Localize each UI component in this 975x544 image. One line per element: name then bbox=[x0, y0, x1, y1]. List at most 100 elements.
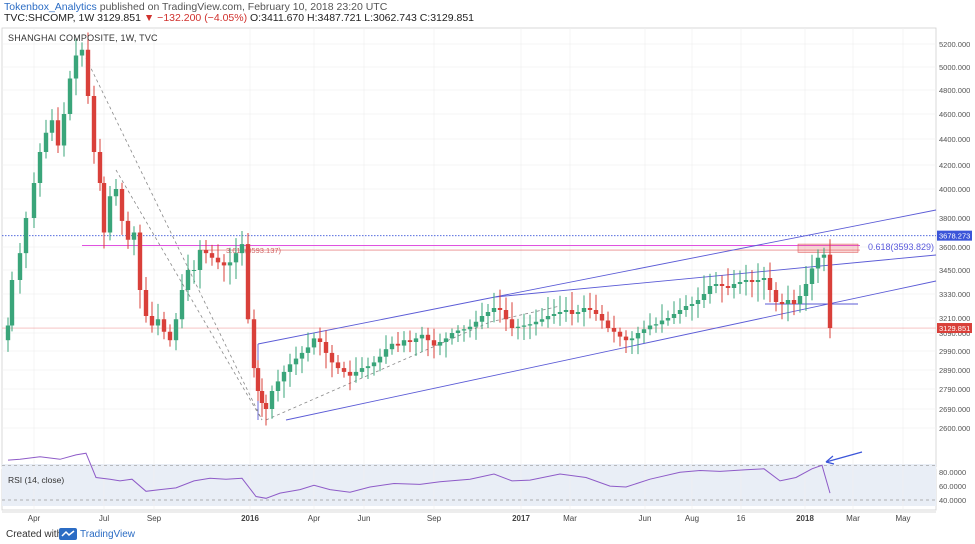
candle-body bbox=[329, 352, 335, 363]
candle-body bbox=[251, 319, 257, 369]
candle-body bbox=[371, 362, 377, 367]
time-axis[interactable]: Apr Jul Sep 2016 Apr Jun Sep 2017 Mar Jun Aug 16 201… bbox=[2, 511, 936, 523]
candle-body bbox=[755, 280, 761, 282]
price-chart[interactable]: 0.618(3593.829)3.618(3593.137) 5200.0005… bbox=[0, 0, 975, 524]
candle-body bbox=[185, 270, 191, 290]
candle-body bbox=[605, 320, 611, 328]
candle-body bbox=[155, 319, 161, 326]
candle-body bbox=[467, 326, 473, 330]
candle-body bbox=[73, 55, 79, 79]
candle-body bbox=[743, 280, 749, 282]
candle-body bbox=[431, 340, 437, 346]
time-tick-label: 2018 bbox=[796, 514, 814, 523]
candle-body bbox=[617, 331, 623, 337]
candle-body bbox=[629, 338, 635, 341]
symbol-line: TVC:SHCOMP, 1W 3129.851 ▼ −132.200 (−4.0… bbox=[4, 13, 975, 24]
candle-body bbox=[119, 189, 125, 221]
time-tick-label: Sep bbox=[147, 514, 162, 523]
target-zone bbox=[797, 243, 859, 253]
candle-body bbox=[635, 333, 641, 339]
grid-lines bbox=[2, 28, 936, 510]
candle-body bbox=[473, 321, 479, 327]
last-price: 3129.851 bbox=[97, 12, 141, 24]
author-link[interactable]: Tokenbox_Analytics bbox=[4, 1, 97, 13]
candle-body bbox=[689, 304, 695, 306]
candlestick-series bbox=[5, 32, 833, 426]
main-pane[interactable] bbox=[1, 27, 937, 468]
outer-channel-line bbox=[494, 209, 937, 298]
candle-body bbox=[179, 290, 185, 320]
candle-body bbox=[545, 316, 551, 320]
candle-body bbox=[797, 296, 803, 304]
candle-body bbox=[37, 152, 43, 183]
candle-body bbox=[383, 349, 389, 357]
candle-body bbox=[449, 333, 455, 339]
price-tick-label: 4600.000 bbox=[939, 110, 970, 119]
tradingview-logo-icon bbox=[59, 528, 77, 540]
candle-body bbox=[665, 318, 671, 321]
time-tick-label: 2016 bbox=[241, 514, 259, 523]
candle-body bbox=[695, 300, 701, 304]
fib-dashed-line-1 bbox=[85, 57, 263, 421]
tradingview-link[interactable]: TradingView bbox=[80, 529, 136, 540]
ohlc-values: O:3411.670 H:3487.721 L:3062.743 C:3129.… bbox=[250, 12, 475, 24]
candle-body bbox=[233, 253, 239, 263]
candle-body bbox=[335, 362, 341, 369]
candle-body bbox=[587, 308, 593, 310]
candle-body bbox=[767, 278, 773, 290]
candle-body bbox=[599, 314, 605, 321]
time-tick-label: Apr bbox=[28, 514, 41, 523]
candle-body bbox=[245, 244, 251, 320]
candle-body bbox=[269, 391, 275, 409]
price-tag-label: 3129.851 bbox=[939, 324, 970, 333]
price-tick-label: 2600.000 bbox=[939, 424, 970, 433]
time-tick-label: Jun bbox=[358, 514, 371, 523]
publish-info: published on TradingView.com, February 1… bbox=[99, 1, 388, 13]
candle-body bbox=[149, 316, 155, 326]
price-tick-label: 2990.000 bbox=[939, 347, 970, 356]
candle-body bbox=[359, 368, 365, 372]
candle-body bbox=[49, 120, 55, 133]
annotation-arrow-icon bbox=[825, 451, 863, 463]
candle-body bbox=[503, 310, 509, 320]
time-tick-label: Jun bbox=[639, 514, 652, 523]
rsi-tick-label: 80.0000 bbox=[939, 468, 966, 477]
time-tick-label: Sep bbox=[427, 514, 442, 523]
rsi-tick-label: 40.0000 bbox=[939, 496, 966, 505]
price-tick-label: 5000.000 bbox=[939, 63, 970, 72]
fib-level-label-left: 3.618(3593.137) bbox=[226, 246, 282, 255]
candle-body bbox=[293, 358, 299, 365]
candle-body bbox=[647, 325, 653, 330]
candle-body bbox=[389, 343, 395, 350]
price-tick-label: 4400.000 bbox=[939, 135, 970, 144]
candle-body bbox=[497, 308, 503, 310]
candle-body bbox=[323, 342, 329, 353]
price-tick-label: 3450.000 bbox=[939, 266, 970, 275]
candle-body bbox=[815, 257, 821, 269]
candle-body bbox=[725, 286, 731, 288]
candle-body bbox=[581, 308, 587, 312]
rsi-band bbox=[2, 464, 936, 506]
candle-body bbox=[143, 290, 149, 316]
rsi-series bbox=[2, 451, 936, 501]
price-tags: 3678.273 3129.851 bbox=[937, 230, 972, 334]
candle-body bbox=[377, 356, 383, 363]
candle-body bbox=[259, 391, 265, 403]
price-axis[interactable]: 5200.000 5000.000 4800.000 4600.000 4400.000… bbox=[939, 40, 970, 505]
time-tick-label: Aug bbox=[685, 514, 699, 523]
candle-body bbox=[569, 310, 575, 314]
candle-body bbox=[299, 352, 305, 359]
price-tick-label: 3210.000 bbox=[939, 314, 970, 323]
candle-body bbox=[347, 371, 353, 376]
candle-body bbox=[67, 78, 73, 114]
rsi-indicator-label[interactable]: RSI (14, close) bbox=[8, 475, 65, 485]
candle-body bbox=[317, 338, 323, 342]
candle-body bbox=[43, 132, 49, 152]
candle-body bbox=[659, 320, 665, 325]
candle-body bbox=[137, 232, 143, 290]
candle-body bbox=[197, 250, 203, 270]
candle-body bbox=[311, 338, 317, 348]
candle-body bbox=[5, 325, 11, 341]
candle-body bbox=[683, 306, 689, 310]
candle-body bbox=[275, 381, 281, 391]
